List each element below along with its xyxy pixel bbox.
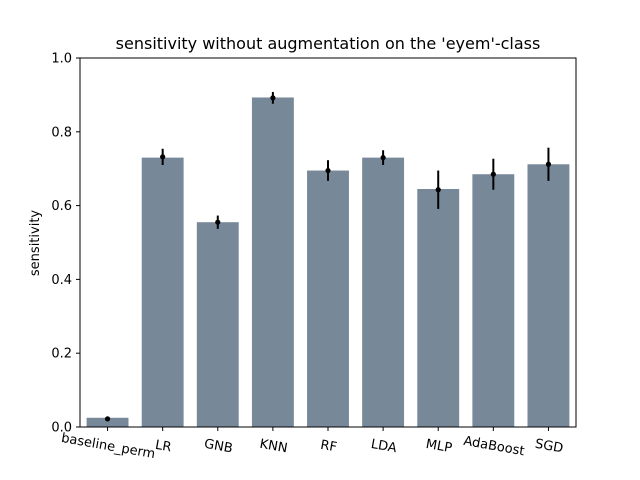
x-tick-label-GNB: GNB	[203, 437, 234, 457]
bar-LR	[141, 157, 184, 427]
y-tick-label-0.8: 0.8	[51, 125, 72, 140]
x-tick-label-RF: RF	[319, 438, 338, 456]
x-tick-label-MLP: MLP	[425, 437, 454, 456]
point-MLP	[435, 187, 441, 193]
x-tick-label-KNN: KNN	[258, 437, 288, 457]
y-tick-label-0.6: 0.6	[51, 199, 72, 214]
bar-RF	[307, 170, 349, 428]
y-axis: 0.0 0.2 0.4 0.6 0.8 1.0	[51, 52, 80, 436]
y-axis-label: sensitivity	[28, 210, 43, 277]
plot-frame	[79, 57, 577, 428]
point-LR	[160, 154, 166, 160]
bars-group	[86, 97, 570, 428]
x-tick-label-AdaBoost: AdaBoost	[462, 434, 525, 459]
x-tick-label-LR: LR	[154, 438, 173, 456]
point-AdaBoost	[490, 171, 496, 177]
bar-baseline_perm	[86, 417, 129, 427]
bar-MLP	[417, 188, 460, 427]
y-tick-label-0.0: 0.0	[51, 421, 72, 436]
point-LDA	[380, 155, 386, 161]
bar-SGD	[527, 164, 570, 427]
bar-AdaBoost	[472, 174, 515, 427]
point-KNN	[270, 95, 276, 101]
y-tick-label-0.2: 0.2	[51, 347, 72, 362]
point-baseline_perm	[104, 416, 111, 422]
x-tick-label-SGD: SGD	[534, 437, 565, 457]
chart-title: sensitivity without augmentation on the …	[116, 34, 541, 53]
error-bars-group	[104, 91, 552, 422]
x-tick-label-baseline_perm: baseline_perm	[60, 431, 156, 462]
point-GNB	[215, 219, 221, 225]
y-tick-label-1.0: 1.0	[51, 52, 72, 67]
y-tick-label-0.4: 0.4	[51, 273, 72, 288]
bar-GNB	[196, 222, 239, 427]
bar-LDA	[362, 157, 405, 427]
x-tick-label-LDA: LDA	[370, 437, 398, 456]
point-RF	[325, 167, 331, 174]
bar-KNN	[251, 97, 294, 427]
point-SGD	[545, 161, 552, 167]
